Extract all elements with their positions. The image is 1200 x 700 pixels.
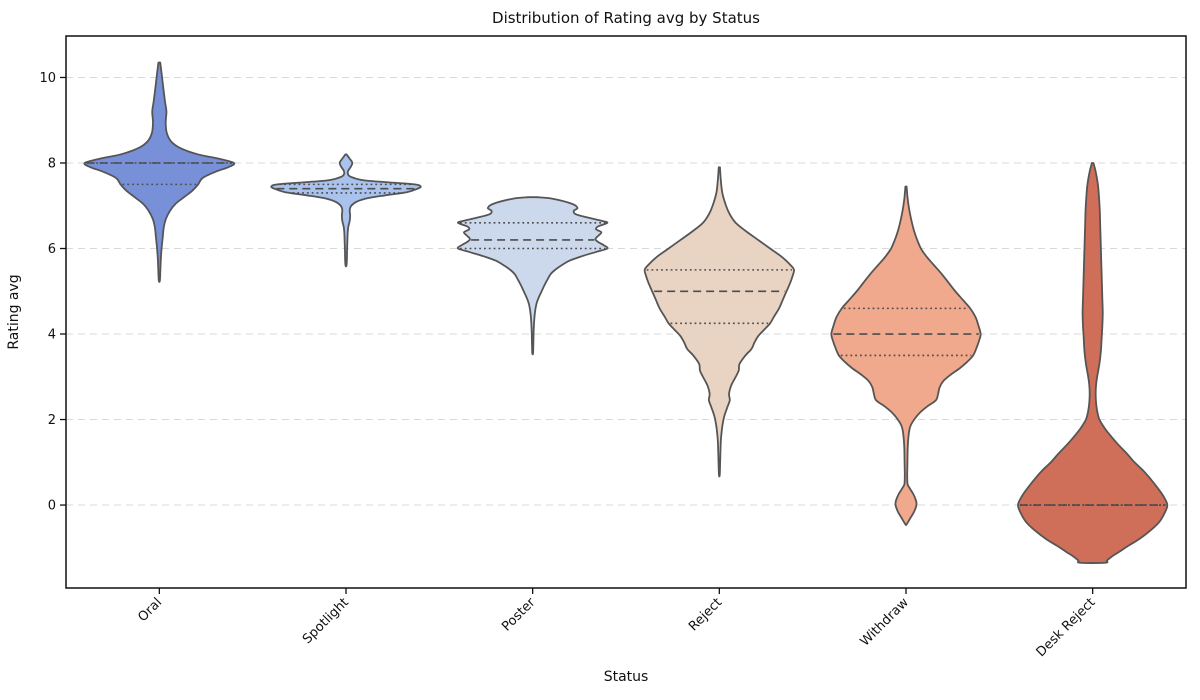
violins [83,61,1169,564]
y-axis-label: Rating avg [6,274,22,349]
violin-desk-reject [1017,162,1169,564]
chart-title: Distribution of Rating avg by Status [492,9,760,27]
y-tick-label-4: 4 [48,328,56,343]
violin-oral [83,61,236,283]
violin-reject [643,166,795,478]
y-tick-label-2: 2 [48,413,56,428]
gridlines [66,76,1186,506]
x-axis-label: Status [604,669,649,685]
violin-withdraw [830,185,982,526]
y-tick-label-6: 6 [48,242,56,257]
plot-area-border [65,35,1187,589]
violin-poster [456,196,609,356]
y-tick-label-8: 8 [48,157,56,172]
violin-spotlight [270,153,422,268]
y-tick-label-0: 0 [48,499,56,514]
y-tick-label-10: 10 [39,71,56,86]
